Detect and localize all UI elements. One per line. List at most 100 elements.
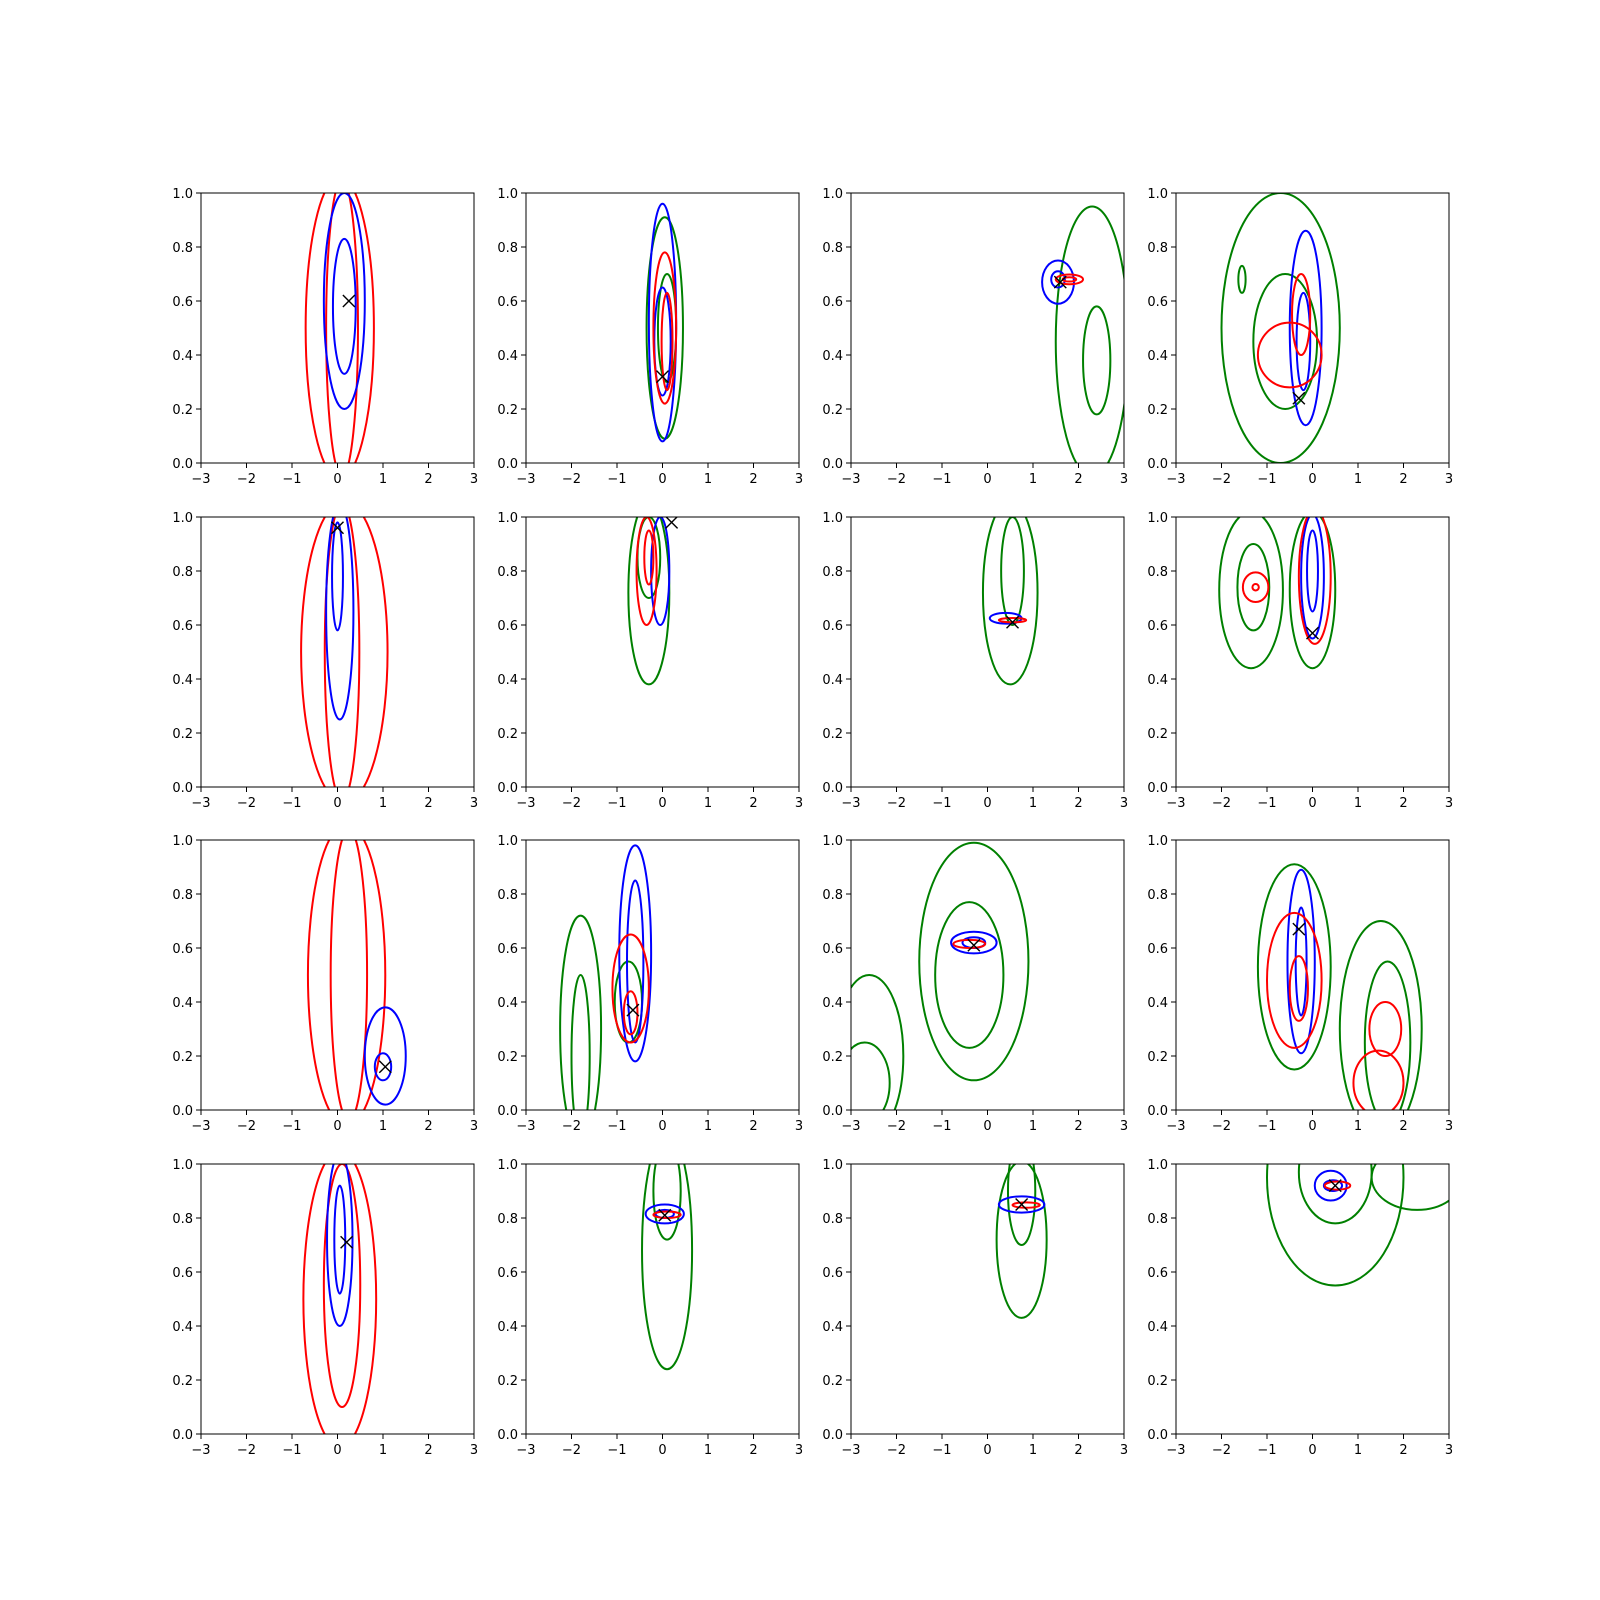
blue-contour-line — [1050, 270, 1066, 289]
x-tick-label: 1 — [379, 1119, 387, 1134]
y-tick-label: 0.0 — [1147, 781, 1168, 796]
y-tick-label: 1.0 — [172, 834, 193, 849]
x-tick-label: 3 — [1445, 796, 1453, 811]
x-tick-label: −2 — [562, 796, 581, 811]
x-tick-label: 1 — [704, 1443, 712, 1458]
y-tick-label: 0.8 — [1147, 565, 1168, 580]
green-contour-line — [1054, 205, 1124, 463]
y-tick-label: 0.8 — [497, 888, 518, 903]
x-tick-label: −2 — [237, 1119, 256, 1134]
y-tick-label: 1.0 — [822, 511, 843, 526]
x-tick-label: 3 — [470, 472, 478, 487]
y-tick-label: 0.2 — [497, 403, 518, 418]
axes-frame — [525, 516, 800, 788]
y-tick-label: 0.2 — [172, 727, 193, 742]
x-tick-label: −1 — [932, 1119, 951, 1134]
green-contour-line — [981, 517, 1039, 686]
x-tick-label: −3 — [841, 796, 860, 811]
x-tick-label: 1 — [1029, 1119, 1037, 1134]
y-tick-label: 1.0 — [497, 834, 518, 849]
y-tick-label: 0.4 — [172, 996, 193, 1011]
x-marker — [626, 1003, 640, 1017]
x-tick-label: 1 — [704, 796, 712, 811]
x-marker — [665, 517, 679, 529]
y-tick-label: 0.6 — [497, 1266, 518, 1281]
x-tick-label: −3 — [191, 796, 210, 811]
x-tick-label: 1 — [379, 1443, 387, 1458]
y-tick-label: 1.0 — [1147, 834, 1168, 849]
red-contour-line — [1251, 582, 1260, 592]
red-contour-line — [652, 251, 678, 405]
blue-contour-line — [326, 1164, 354, 1327]
y-tick-label: 0.0 — [822, 1428, 843, 1443]
x-tick-label: −1 — [282, 1443, 301, 1458]
red-contour-line — [1291, 273, 1312, 356]
red-contour-line — [1011, 1201, 1041, 1209]
x-tick-label: 2 — [1399, 472, 1407, 487]
y-tick-label: 0.4 — [1147, 996, 1168, 1011]
y-tick-label: 0.0 — [822, 457, 843, 472]
y-tick-label: 0.4 — [172, 673, 193, 688]
red-contour-line — [643, 529, 655, 586]
contour-group — [995, 1164, 1048, 1319]
x-tick-label: 0 — [333, 1443, 341, 1458]
contour-group — [559, 844, 653, 1110]
blue-contour-line — [1300, 517, 1325, 640]
y-tick-label: 0.0 — [497, 1104, 518, 1119]
x-tick-label: 1 — [1029, 472, 1037, 487]
y-tick-label: 1.0 — [172, 1158, 193, 1173]
x-tick-label: 1 — [1354, 796, 1362, 811]
x-tick-label: 2 — [1399, 1443, 1407, 1458]
green-contour-line — [652, 1164, 682, 1241]
y-tick-label: 0.8 — [497, 565, 518, 580]
y-tick-label: 1.0 — [172, 187, 193, 202]
axes-frame — [1175, 516, 1450, 788]
y-tick-label: 0.0 — [497, 457, 518, 472]
x-tick-label: 2 — [749, 472, 757, 487]
y-tick-label: 0.4 — [1147, 1320, 1168, 1335]
y-tick-label: 1.0 — [172, 511, 193, 526]
green-contour-line — [559, 914, 603, 1110]
y-tick-label: 0.2 — [822, 727, 843, 742]
green-contour-line — [851, 974, 905, 1110]
axes-frame — [850, 1163, 1125, 1435]
x-tick-label: −1 — [607, 796, 626, 811]
x-tick-label: 0 — [1308, 1119, 1316, 1134]
x-marker — [967, 938, 981, 952]
y-tick-label: 0.0 — [172, 1428, 193, 1443]
y-tick-label: 0.4 — [497, 996, 518, 1011]
panel-r3-c1: −3 −2 −1 0 1 2 3 0.0 0.2 0.4 0.6 0.8 1.0 — [497, 1158, 803, 1458]
x-tick-label: 3 — [795, 796, 803, 811]
y-tick-label: 1.0 — [822, 1158, 843, 1173]
axes-frame — [1175, 839, 1450, 1111]
panel-r0-c0: −3 −2 −1 0 1 2 3 0.0 0.2 0.4 0.6 0.8 1.0 — [172, 187, 478, 487]
y-tick-label: 0.0 — [497, 781, 518, 796]
panel-r1-c3: −3 −2 −1 0 1 2 3 0.0 0.2 0.4 0.6 0.8 1.0 — [1147, 511, 1453, 811]
x-tick-label: −3 — [1166, 796, 1185, 811]
x-marker — [342, 294, 356, 308]
green-contour-line — [1220, 193, 1341, 463]
y-tick-label: 0.8 — [822, 888, 843, 903]
y-tick-label: 0.8 — [497, 241, 518, 256]
x-tick-label: 3 — [795, 1443, 803, 1458]
x-marker — [1292, 922, 1306, 936]
y-tick-label: 0.0 — [1147, 1428, 1168, 1443]
red-contour-line — [323, 517, 361, 787]
x-tick-label: 3 — [1445, 472, 1453, 487]
red-contour-line — [1297, 517, 1332, 645]
x-tick-label: −1 — [932, 796, 951, 811]
y-tick-label: 0.2 — [1147, 403, 1168, 418]
y-tick-label: 0.8 — [1147, 1212, 1168, 1227]
green-contour-line — [1370, 1164, 1449, 1211]
x-tick-label: 2 — [424, 1443, 432, 1458]
y-tick-label: 0.6 — [822, 1266, 843, 1281]
green-contour-line — [1256, 863, 1332, 1071]
x-tick-label: 0 — [333, 472, 341, 487]
x-tick-label: −3 — [1166, 1119, 1185, 1134]
y-tick-label: 0.6 — [822, 295, 843, 310]
red-contour-line — [306, 840, 387, 1110]
contour-group — [1041, 205, 1124, 463]
y-tick-label: 0.4 — [822, 996, 843, 1011]
green-contour-line — [570, 974, 591, 1110]
x-marker — [1306, 626, 1319, 640]
